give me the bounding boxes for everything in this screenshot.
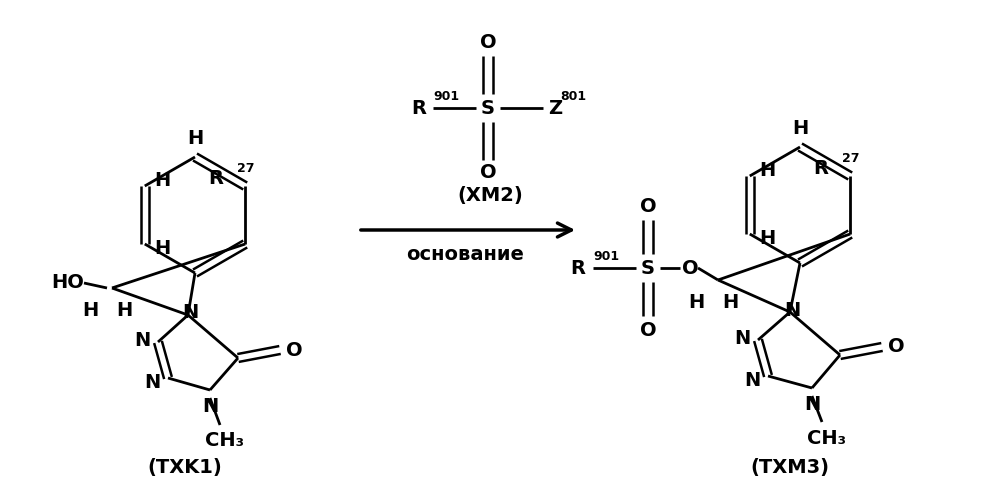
Text: 801: 801 — [560, 90, 586, 103]
Text: CH₃: CH₃ — [206, 431, 245, 451]
Text: H: H — [82, 301, 98, 319]
Text: 27: 27 — [237, 162, 255, 175]
Text: H: H — [722, 292, 738, 312]
Text: 901: 901 — [433, 90, 460, 103]
Text: (TXK1): (TXK1) — [148, 458, 223, 478]
Text: CH₃: CH₃ — [807, 428, 846, 448]
Text: H: H — [759, 230, 776, 248]
Text: N: N — [744, 372, 760, 390]
Text: N: N — [804, 394, 820, 414]
Text: N: N — [134, 330, 150, 350]
Text: (TXM3): (TXM3) — [750, 458, 829, 478]
Text: 901: 901 — [593, 249, 619, 262]
Text: H: H — [759, 162, 776, 180]
Text: 27: 27 — [842, 151, 860, 165]
Text: H: H — [688, 292, 704, 312]
Text: N: N — [784, 301, 800, 319]
Text: H: H — [155, 172, 171, 190]
Text: S: S — [641, 258, 655, 278]
Text: основание: основание — [406, 246, 523, 265]
Text: H: H — [792, 119, 808, 139]
Text: O: O — [681, 258, 698, 278]
Text: Z: Z — [548, 99, 562, 117]
Text: R: R — [411, 99, 426, 117]
Text: N: N — [144, 374, 160, 392]
Text: (XM2): (XM2) — [458, 185, 522, 205]
Text: N: N — [202, 396, 218, 416]
Text: O: O — [639, 320, 656, 340]
Text: H: H — [187, 130, 203, 148]
Text: O: O — [639, 197, 656, 215]
Text: H: H — [155, 240, 171, 258]
Text: H: H — [116, 301, 132, 319]
Text: R: R — [813, 159, 828, 177]
Text: R: R — [208, 169, 223, 187]
Text: O: O — [480, 164, 497, 182]
Text: S: S — [481, 99, 495, 117]
Text: O: O — [888, 338, 904, 356]
Text: N: N — [734, 328, 750, 348]
Text: O: O — [480, 34, 497, 52]
Text: N: N — [182, 304, 198, 322]
Text: O: O — [286, 341, 303, 359]
Text: R: R — [570, 258, 585, 278]
Text: HO: HO — [51, 274, 84, 292]
